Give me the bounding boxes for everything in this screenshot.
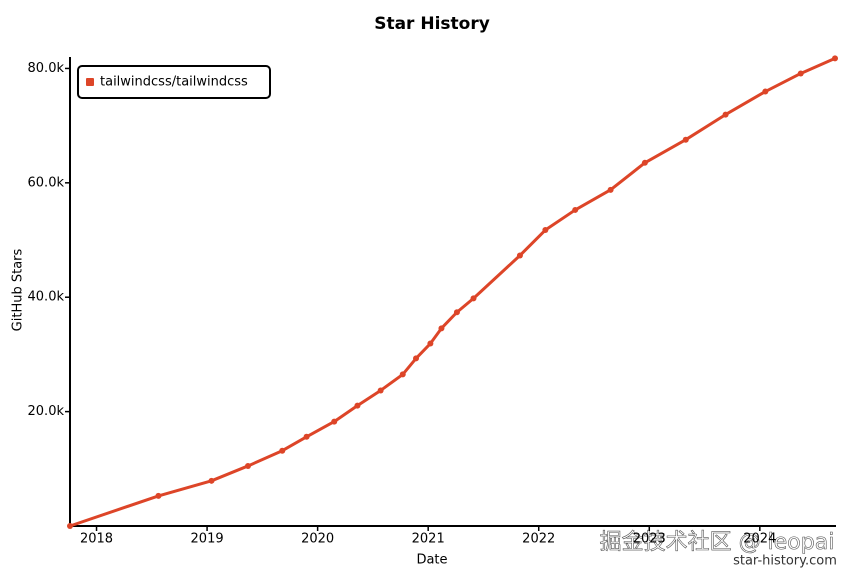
point xyxy=(413,355,420,362)
point xyxy=(208,477,215,484)
point xyxy=(607,186,614,193)
point xyxy=(832,55,838,62)
point xyxy=(453,309,460,316)
x-tick-label: 2021 xyxy=(412,532,445,547)
y-tick-label: 80.0k xyxy=(28,61,65,76)
x-tick-label: 2020 xyxy=(301,532,334,547)
point xyxy=(67,523,73,529)
point xyxy=(331,418,338,425)
point xyxy=(427,340,434,347)
point xyxy=(762,88,769,95)
y-axis-label: GitHub Stars xyxy=(11,248,26,331)
x-tick-label: 2023 xyxy=(633,532,666,547)
point xyxy=(797,70,804,77)
legend-box xyxy=(77,65,271,99)
point xyxy=(516,252,523,259)
x-tick-label: 2018 xyxy=(80,532,113,547)
overlay-text: 掘金技术社区 @ leopai xyxy=(600,530,835,555)
point xyxy=(279,447,286,454)
point xyxy=(722,111,729,118)
point xyxy=(155,492,162,499)
watermark: star-history.com xyxy=(733,554,837,569)
legend-label: tailwindcss/tailwindcss xyxy=(100,75,248,90)
x-tick-label: 2019 xyxy=(191,532,224,547)
y-tick-label: 60.0k xyxy=(28,175,65,190)
point xyxy=(354,402,361,409)
point xyxy=(399,371,406,378)
y-tick-label: 40.0k xyxy=(28,290,65,305)
point xyxy=(303,433,310,440)
y-tick-label: 20.0k xyxy=(28,404,65,419)
chart-title: Star History xyxy=(374,14,490,34)
line xyxy=(69,57,836,528)
point xyxy=(682,136,689,143)
x-axis-label: Date xyxy=(416,553,447,568)
legend-swatch xyxy=(86,78,94,86)
point xyxy=(572,206,579,213)
point xyxy=(641,159,648,166)
point xyxy=(244,462,251,469)
point xyxy=(470,295,477,302)
point xyxy=(438,325,445,332)
point xyxy=(377,387,384,394)
x-tick-label: 2022 xyxy=(522,532,555,547)
point xyxy=(542,227,549,234)
x-tick-label: 2024 xyxy=(743,532,776,547)
